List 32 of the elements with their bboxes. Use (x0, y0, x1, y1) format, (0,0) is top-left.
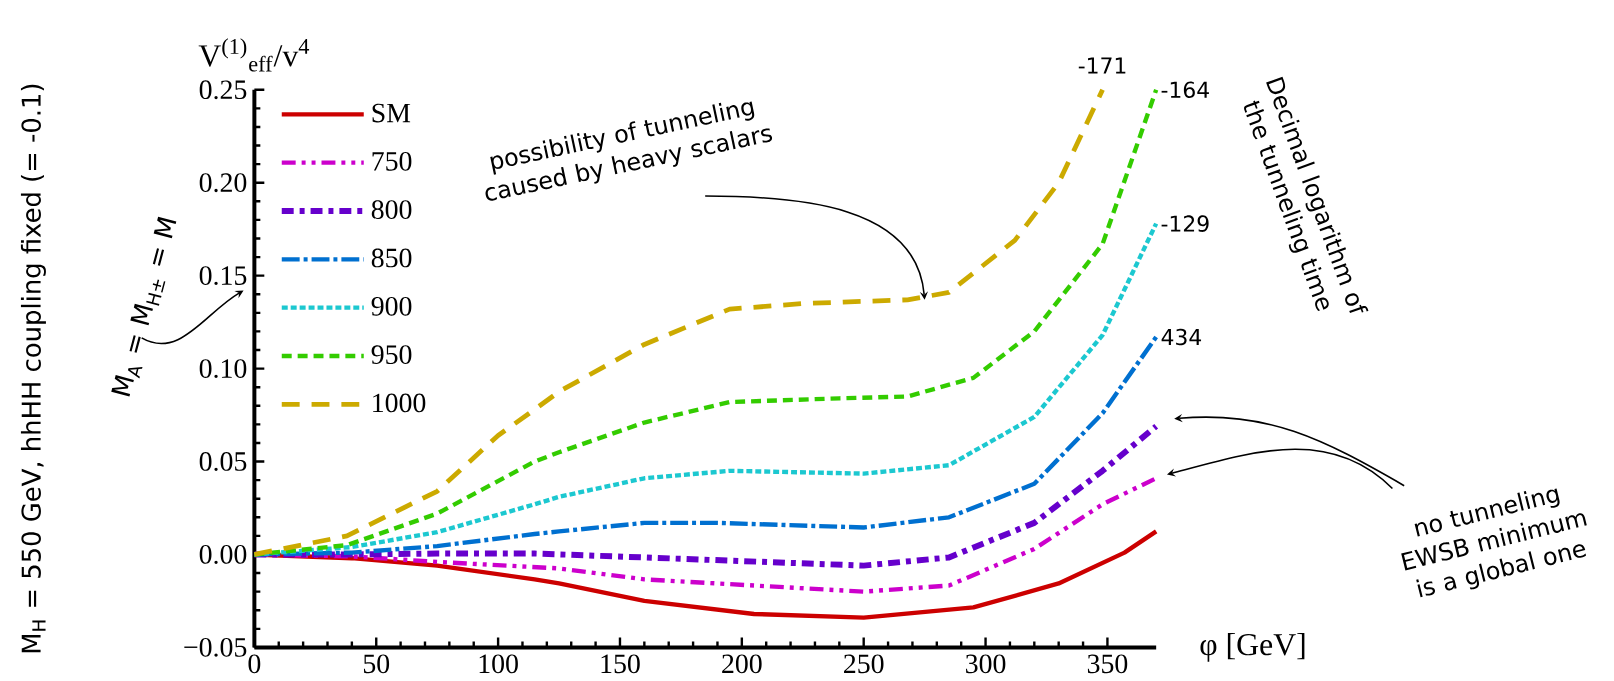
legend-label: 950 (371, 345, 412, 364)
y-tick-label: 0.00 (199, 544, 247, 564)
x-tick-label: 200 (722, 654, 762, 674)
x-tick-label: 100 (479, 654, 518, 674)
legend-label: 800 (371, 200, 412, 219)
legend-label: SM (372, 103, 411, 123)
annotation: -171 (1078, 57, 1126, 74)
legend-title: M$_{A}$ = M$_{H±}$ = M (111, 216, 177, 397)
text: M$_{H}$ = 550 GeV, hhHH coupling fixed (= -0.1) (20, 84, 46, 653)
y-tick-label: 0.15 (199, 266, 247, 285)
y-tick-label: 0.10 (199, 358, 247, 378)
legend-label: 1000 (373, 393, 426, 413)
legend-label: 850 (371, 248, 412, 268)
x-tick-label: 150 (601, 654, 640, 674)
legend-label: 750 (372, 151, 412, 171)
x-tick-label: 0 (248, 654, 261, 674)
y-axis-title: V$^{(1)}$$_{eff}$/v$^{4}$ (198, 38, 310, 72)
y-tick-label: −0.05 (184, 637, 247, 657)
x-tick-label: 250 (844, 654, 884, 674)
x-tick-label: 300 (966, 654, 1006, 674)
annotation: 434 (1161, 328, 1202, 346)
annotation: -129 (1161, 215, 1209, 232)
x-tick-label: 50 (363, 654, 390, 674)
text: no tunneling EWSB minimum is a global one (1401, 488, 1587, 598)
x-axis-title: φ [GeV] (1200, 632, 1305, 662)
y-tick-label: 0.20 (199, 173, 247, 193)
y-tick-label: 0.25 (199, 80, 247, 100)
legend-label: 900 (371, 296, 412, 316)
annotation: -164 (1161, 81, 1209, 98)
x-tick-label: 350 (1087, 654, 1128, 674)
line-series (252, 334, 1159, 557)
y-tick-label: 0.05 (199, 451, 247, 471)
